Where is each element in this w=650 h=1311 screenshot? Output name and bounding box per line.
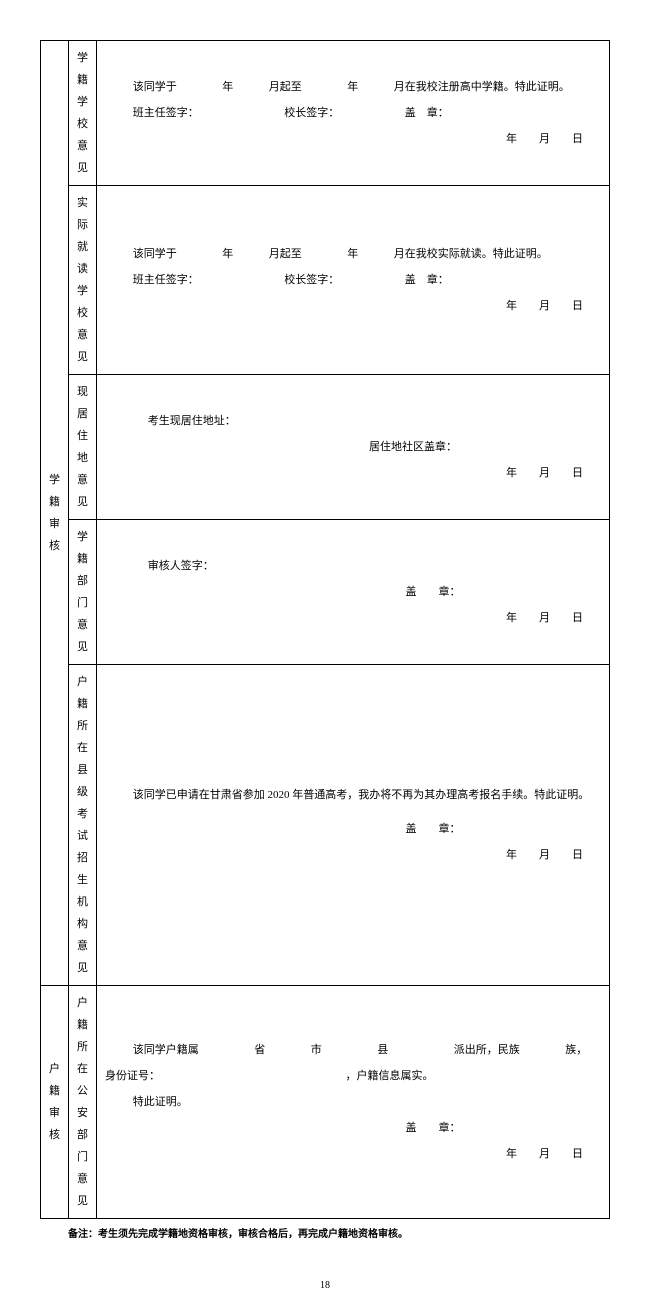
page-number: 18 [40, 1280, 610, 1291]
cell-dept: 审核人签字： 盖 章： 年 月 日 [97, 520, 610, 665]
footnote: 备注：考生须先完成学籍地资格审核，审核合格后，再完成户籍地资格审核。 [68, 1225, 610, 1240]
section-label-household: 户 籍 审 核 [41, 986, 69, 1219]
row-label-dept: 学籍部门意见 [69, 520, 97, 665]
row-label-actual-school: 实际就读学校意见 [69, 186, 97, 375]
section-label-academic: 学籍审核 [41, 41, 69, 986]
row-label-county-exam: 户籍所在县级考试招生机构意见 [69, 665, 97, 986]
row-label-police: 户籍所在公安部门意见 [69, 986, 97, 1219]
review-form-table: 学籍审核 学籍学校意见 该同学于 年 月起至 年 月在我校注册高中学籍。特此证明… [40, 40, 610, 1219]
cell-actual-school: 该同学于 年 月起至 年 月在我校实际就读。特此证明。 班主任签字： 校长签字：… [97, 186, 610, 375]
cell-county-exam: 该同学已申请在甘肃省参加 2020 年普通高考，我办将不再为其办理高考报名手续。… [97, 665, 610, 986]
row-label-residence: 现居住地意见 [69, 375, 97, 520]
page-container: 学籍审核 学籍学校意见 该同学于 年 月起至 年 月在我校注册高中学籍。特此证明… [0, 0, 650, 1311]
row-label-school-reg: 学籍学校意见 [69, 41, 97, 186]
cell-police: 该同学户籍属 省 市 县 派出所，民族 族， 身份证号： ，户籍信息属实。 特此… [97, 986, 610, 1219]
cell-school-reg: 该同学于 年 月起至 年 月在我校注册高中学籍。特此证明。 班主任签字： 校长签… [97, 41, 610, 186]
cell-residence: 考生现居住地址： 居住地社区盖章： 年 月 日 [97, 375, 610, 520]
